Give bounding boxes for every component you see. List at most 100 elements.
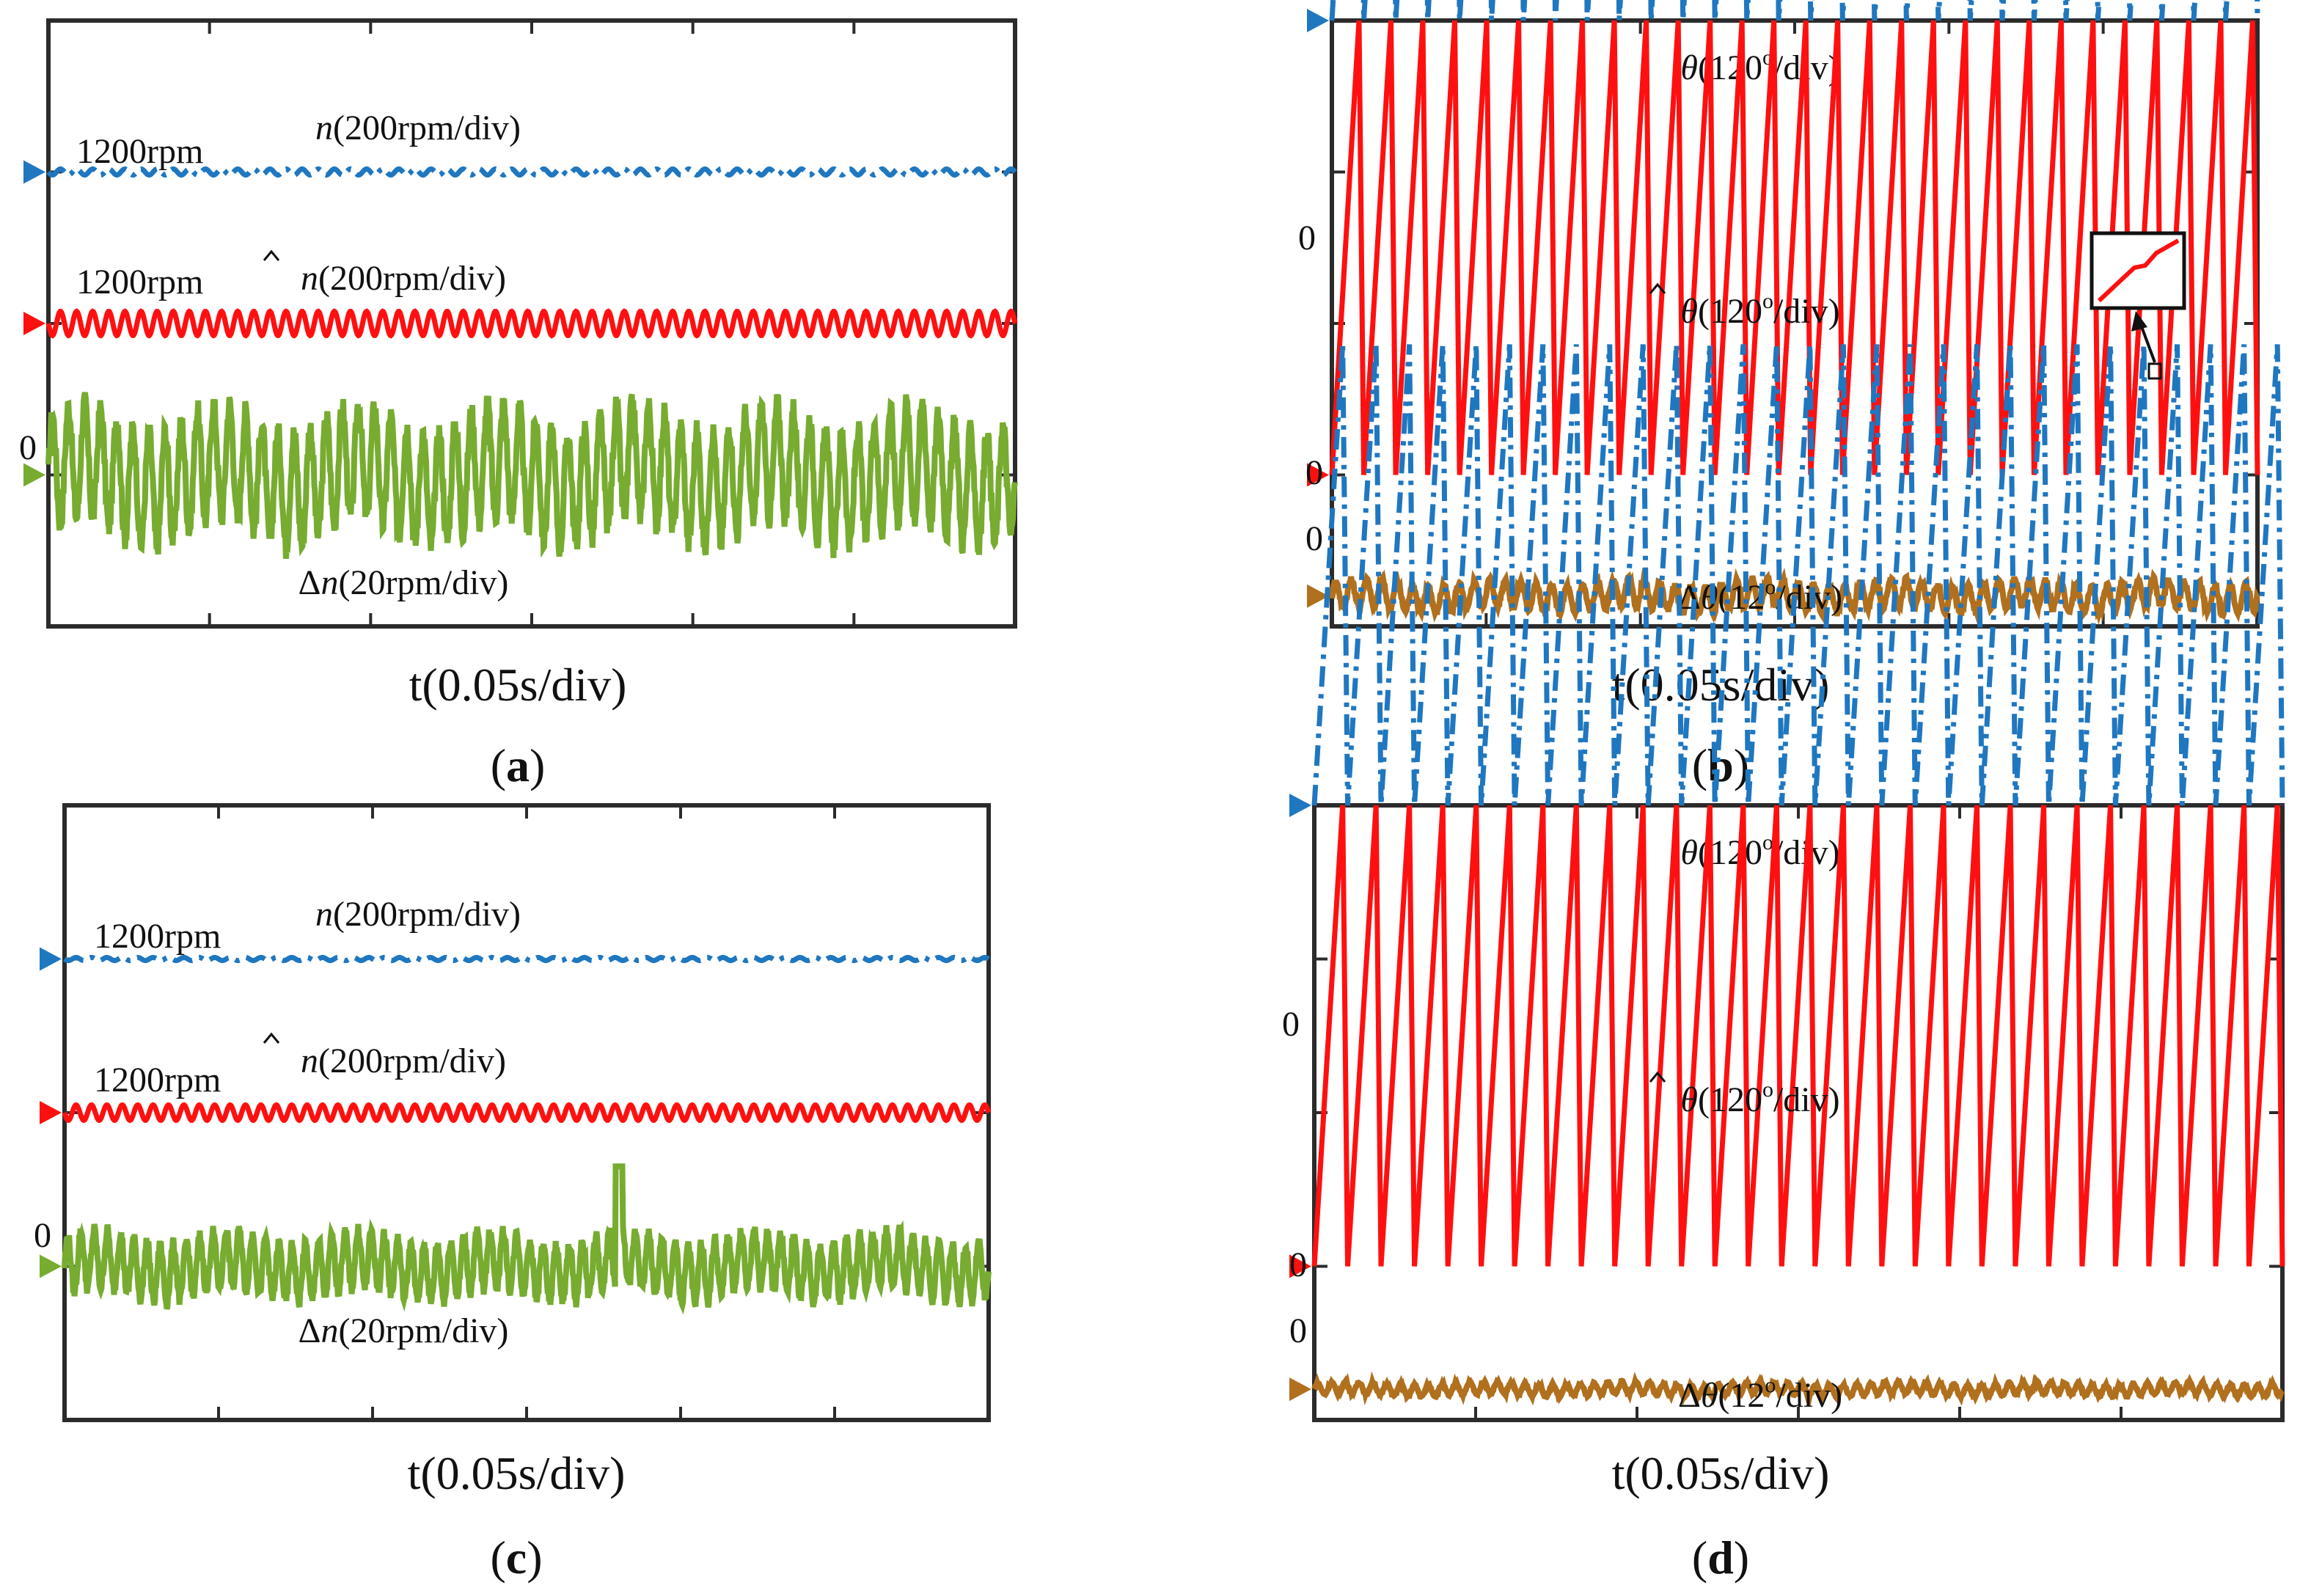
series-symbol: θ xyxy=(1680,292,1698,331)
level-marker-label: 0 xyxy=(19,428,37,467)
zero-marker-icon xyxy=(23,463,45,487)
delta-symbol: Δ xyxy=(299,1311,321,1350)
series-unit-tail: /div) xyxy=(1773,1080,1840,1119)
series-line xyxy=(1329,567,2260,626)
level-marker-label: 1200rpm xyxy=(76,132,203,171)
series-symbol: θ xyxy=(1680,833,1698,872)
series-line xyxy=(63,954,990,964)
series-label: n(200rpm/div) xyxy=(315,109,521,147)
series-n-hat: 1200rpm n(200rpm/div) xyxy=(23,249,1018,339)
panel-caption: (c) xyxy=(490,1531,542,1584)
series-theta-hat: 0θ(120o/div) xyxy=(1305,20,2260,492)
series-theta: 0θ(120o/div) xyxy=(1298,0,2260,257)
degree-symbol: o xyxy=(1762,289,1773,313)
series-line xyxy=(1329,20,2260,475)
degree-symbol: o xyxy=(1765,1373,1776,1397)
zoom-inset xyxy=(2090,231,2186,380)
level-marker-label: 0 xyxy=(1305,519,1323,558)
series-symbol: n xyxy=(321,563,338,602)
degree-symbol: o xyxy=(1762,1077,1773,1102)
series-unit: (120 xyxy=(1698,1080,1762,1119)
series-delta-theta: 0 Δθ(12o/div) xyxy=(1289,1311,2285,1415)
level-marker-label: 1200rpm xyxy=(94,917,221,956)
series-line xyxy=(62,1102,992,1124)
zero-marker-icon xyxy=(1289,1254,1311,1278)
series-line xyxy=(1311,344,2285,806)
series-unit: (200rpm/div) xyxy=(318,259,506,298)
arrow-head-icon xyxy=(2131,311,2147,332)
hat-accent-icon xyxy=(263,1032,280,1044)
caption-letter: d xyxy=(1707,1531,1734,1584)
caption-letter: c xyxy=(506,1531,527,1584)
series-symbol: θ xyxy=(1701,578,1718,617)
zero-marker-icon xyxy=(1289,1377,1311,1402)
series-symbol: n xyxy=(301,1042,318,1080)
series-symbol: θ xyxy=(1680,1080,1698,1119)
series-line xyxy=(62,1163,992,1315)
x-axis-label: t(0.05s/div) xyxy=(409,659,627,711)
hat-accent-icon xyxy=(1649,282,1666,294)
series-delta-n: 0 Δn(20rpm/div) xyxy=(34,1163,992,1350)
level-marker-label: 0 xyxy=(1289,1311,1307,1350)
level-marker-label: 0 xyxy=(1305,453,1323,492)
series-line xyxy=(45,308,1018,339)
series-symbol: n xyxy=(321,1311,338,1350)
series-n: 1200rpm n(200rpm/div) xyxy=(40,895,990,971)
degree-symbol: o xyxy=(1762,830,1773,854)
series-n-hat: 1200rpm n(200rpm/div) xyxy=(40,1032,992,1124)
series-label: Δθ(12o/div) xyxy=(1678,1373,1842,1415)
series-delta-n: 0 Δn(20rpm/div) xyxy=(19,392,1018,602)
panel-d: 0θ(120o/div)0θ(120o/div)0Δθ(12o/div)t(0.… xyxy=(1282,344,2285,1584)
series-label: θ(120o/div) xyxy=(1680,1077,1839,1119)
delta-symbol: Δ xyxy=(299,563,321,602)
series-unit: (120 xyxy=(1698,292,1762,331)
series-line xyxy=(45,392,1018,560)
series-unit: (200rpm/div) xyxy=(333,109,521,147)
panel-caption: (d) xyxy=(1692,1531,1749,1584)
series-label: n(200rpm/div) xyxy=(315,895,521,934)
series-unit: (12 xyxy=(1718,1376,1765,1415)
series-label: Δn(20rpm/div) xyxy=(299,563,509,602)
series-symbol: n xyxy=(301,259,318,298)
zero-marker-icon xyxy=(23,160,45,184)
level-marker-label: 1200rpm xyxy=(76,263,203,301)
zoom-arrow xyxy=(2139,322,2156,363)
series-unit: (200rpm/div) xyxy=(318,1042,506,1080)
series-unit: (200rpm/div) xyxy=(333,895,521,934)
level-marker-label: 0 xyxy=(34,1216,51,1255)
hat-accent-icon xyxy=(263,249,280,261)
series-label: n(200rpm/div) xyxy=(301,1042,506,1080)
zero-marker-icon xyxy=(1307,584,1329,608)
zoom-region-box xyxy=(2147,362,2162,380)
zero-marker-icon xyxy=(1307,9,1329,32)
series-label: Δθ(12o/div) xyxy=(1678,575,1842,617)
series-unit-tail: /div) xyxy=(1776,578,1842,617)
caption-letter: a xyxy=(506,739,530,791)
zero-marker-icon xyxy=(1289,794,1311,817)
panel-caption: (a) xyxy=(491,739,546,791)
series-line xyxy=(1311,1371,2285,1408)
series-symbol: n xyxy=(315,895,333,934)
hat-accent-icon xyxy=(1649,1071,1666,1083)
series-n: 1200rpm n(200rpm/div) xyxy=(23,109,1017,184)
series-line xyxy=(46,166,1017,178)
series-unit-tail: /div) xyxy=(1776,1376,1842,1415)
series-symbol: θ xyxy=(1701,1376,1718,1415)
series-symbol: n xyxy=(315,109,333,147)
series-line xyxy=(1329,0,2260,21)
series-label: Δn(20rpm/div) xyxy=(299,1311,509,1350)
zero-marker-icon xyxy=(40,1254,62,1278)
degree-symbol: o xyxy=(1765,575,1776,599)
series-unit: (20rpm/div) xyxy=(338,563,508,602)
x-axis-label: t(0.05s/div) xyxy=(408,1447,626,1499)
series-unit: (12 xyxy=(1718,578,1765,617)
series-theta-hat: 0θ(120o/div) xyxy=(1289,805,2285,1284)
series-unit: (20rpm/div) xyxy=(338,1311,508,1350)
level-marker-label: 0 xyxy=(1282,1005,1300,1044)
level-marker-label: 0 xyxy=(1298,219,1316,257)
delta-symbol: Δ xyxy=(1678,1376,1701,1415)
series-label: n(200rpm/div) xyxy=(301,259,506,298)
